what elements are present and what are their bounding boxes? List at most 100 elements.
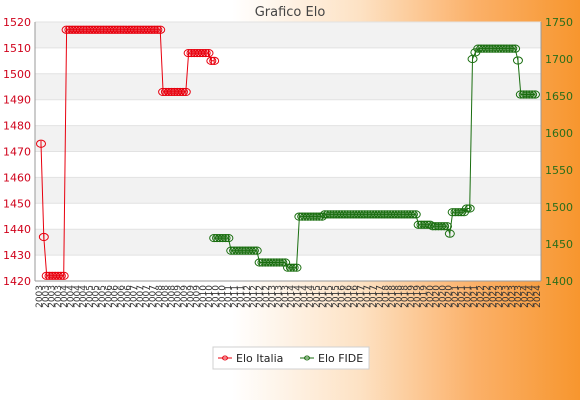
x-tick-label: 2024 (520, 285, 530, 308)
x-tick-label: 2014 (287, 285, 297, 308)
x-tick-label: 2017 (356, 285, 366, 308)
x-tick-label: 2020 (438, 285, 448, 308)
x-tick-label: 2018 (382, 285, 392, 308)
x-tick-label: 2016 (338, 285, 348, 308)
y-right-tick-label: 1550 (545, 164, 573, 177)
x-tick-label: 2013 (275, 285, 285, 308)
x-tick-label: 2015 (319, 285, 329, 308)
y-left-tick-label: 1520 (3, 16, 31, 29)
x-tick-label: 2023 (495, 285, 505, 308)
x-tick-label: 2012 (262, 285, 272, 308)
elo-italia-point (152, 25, 163, 34)
legend-marker-elo-italia (222, 355, 228, 361)
elo-fide-point (510, 44, 521, 53)
x-tick-label: 2003 (54, 285, 64, 308)
elo-italia-point (55, 271, 66, 280)
x-tick-label: 2018 (401, 285, 411, 308)
x-tick-label: 2003 (41, 285, 51, 308)
elo-italia-point (36, 139, 46, 148)
y-left-tick-label: 1450 (3, 197, 31, 210)
grid-band (35, 177, 541, 204)
x-tick-label: 2004 (73, 285, 83, 308)
elo-fide-point (407, 210, 418, 219)
x-tick-label: 2007 (142, 285, 152, 308)
x-tick-label: 2005 (85, 285, 95, 308)
elo-fide-point (285, 263, 296, 272)
x-tick-label: 2004 (67, 285, 77, 308)
elo-fide-point (530, 90, 540, 99)
elo-fide-point (223, 233, 234, 243)
y-left-tick-label: 1510 (3, 42, 31, 55)
x-tick-label: 2006 (104, 285, 114, 308)
elo-fide-point (527, 90, 538, 99)
x-tick-label: 2017 (375, 285, 385, 308)
legend-label-elo-fide: Elo FIDE (318, 352, 363, 365)
x-tick-label: 2023 (508, 285, 518, 308)
elo-fide-point (464, 204, 475, 213)
x-tick-label: 2019 (407, 285, 417, 308)
x-tick-label: 2024 (533, 285, 543, 308)
elo-fide-point (280, 258, 291, 267)
elo-italia-point (180, 87, 191, 97)
y-right-tick-label: 1650 (545, 90, 573, 103)
y-left-tick-label: 1430 (3, 249, 31, 262)
elo-fide-point (217, 233, 228, 243)
x-tick-label: 2020 (432, 285, 442, 308)
x-tick-label: 2011 (237, 285, 247, 308)
x-tick-label: 2007 (136, 285, 146, 308)
elo-fide-point (512, 56, 523, 65)
x-tick-label: 2010 (199, 285, 209, 308)
x-tick-label: 2016 (344, 285, 354, 308)
x-tick-label: 2020 (426, 285, 436, 308)
grid-band (35, 125, 541, 152)
x-tick-label: 2005 (98, 285, 108, 308)
x-tick-label: 2023 (514, 285, 524, 308)
x-tick-label: 2017 (369, 285, 379, 308)
elo-fide-point (274, 258, 285, 267)
grid-band (35, 229, 541, 256)
grid-band (35, 73, 541, 100)
x-tick-label: 2006 (123, 285, 133, 308)
elo-fide-point (251, 246, 262, 255)
elo-italia-point (53, 271, 64, 280)
x-tick-label: 2012 (249, 285, 259, 308)
x-tick-label: 2015 (312, 285, 322, 308)
elo-italia-point (155, 25, 166, 34)
x-tick-label: 2010 (218, 285, 228, 308)
elo-fide-point (410, 210, 421, 219)
y-left-tick-label: 1490 (3, 94, 31, 107)
x-tick-label: 2009 (180, 285, 190, 308)
legend-box (212, 346, 370, 370)
y-left-tick-label: 1440 (3, 223, 31, 236)
x-tick-label: 2013 (268, 285, 278, 308)
x-tick-label: 2012 (256, 285, 266, 308)
x-tick-label: 2021 (457, 285, 467, 308)
legend-label-elo-italia: Elo Italia (236, 352, 283, 365)
elo-fide-point (444, 229, 455, 238)
x-tick-label: 2010 (205, 285, 215, 308)
x-tick-label: 2023 (501, 285, 511, 308)
elo-fide-point (507, 44, 518, 53)
x-tick-label: 2005 (92, 285, 102, 308)
x-tick-label: 2004 (79, 285, 89, 308)
elo-fide-point (524, 90, 535, 99)
x-tick-label: 2008 (167, 285, 177, 308)
elo-fide-point (436, 222, 447, 231)
elo-italia-point (197, 48, 208, 58)
x-tick-label: 2019 (420, 285, 430, 308)
elo-fide-point (246, 246, 257, 255)
x-tick-label: 2009 (174, 285, 184, 308)
elo-italia-point (58, 271, 69, 280)
legend-marker-elo-fide (304, 355, 310, 361)
x-tick-label: 2015 (325, 285, 335, 308)
y-right-tick-label: 1400 (545, 275, 573, 288)
y-right-tick-label: 1600 (545, 127, 573, 140)
elo-fide-point (248, 246, 259, 255)
x-tick-label: 2006 (111, 285, 121, 308)
elo-fide-point (453, 208, 464, 217)
x-tick-label: 2020 (445, 285, 455, 308)
x-tick-label: 2004 (60, 285, 70, 308)
x-tick-label: 2021 (464, 285, 474, 308)
